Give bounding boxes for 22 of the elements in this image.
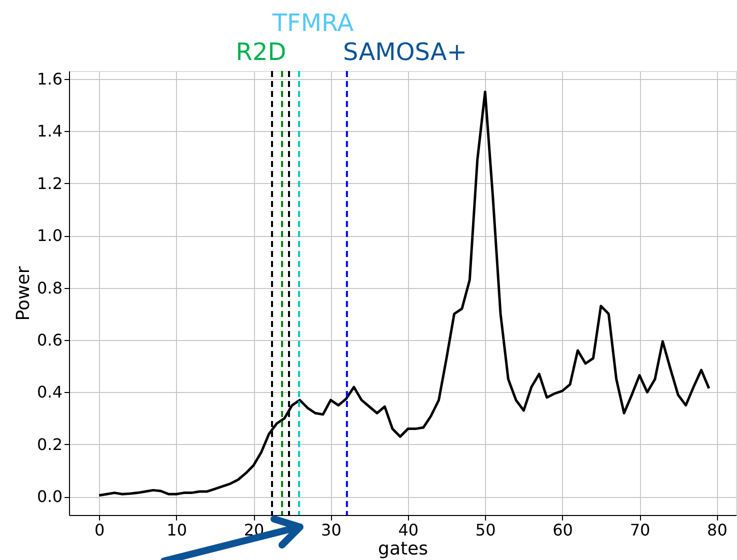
x-tick-label: 30 bbox=[321, 520, 342, 540]
y-tick-label: 1.6 bbox=[37, 69, 62, 88]
x-tick-label: 0 bbox=[94, 520, 105, 540]
y-tick-label: 0.8 bbox=[37, 278, 62, 298]
y-tick-label: 0.6 bbox=[37, 330, 62, 350]
x-tick-label: 60 bbox=[552, 520, 573, 540]
x-tick-label: 40 bbox=[398, 520, 419, 540]
y-tick-label: 1.2 bbox=[37, 174, 62, 193]
y-tick-label: 0.0 bbox=[37, 487, 62, 506]
y-axis-title: Power bbox=[13, 266, 34, 321]
y-tick-label: 0.4 bbox=[37, 382, 62, 402]
y-tick-label: 0.2 bbox=[37, 434, 62, 454]
text: TFMRA bbox=[271, 9, 354, 37]
text: R2D bbox=[236, 38, 286, 66]
x-tick-label: 50 bbox=[475, 520, 496, 540]
y-tick-label: 1.0 bbox=[37, 226, 62, 246]
x-tick-label: 80 bbox=[707, 520, 728, 540]
x-tick-label: 10 bbox=[166, 520, 187, 540]
x-tick-label: 70 bbox=[630, 520, 650, 540]
y-tick-label: 1.4 bbox=[37, 122, 62, 141]
text: SAMOSA+ bbox=[343, 38, 467, 66]
x-axis-title: gates bbox=[378, 538, 428, 560]
